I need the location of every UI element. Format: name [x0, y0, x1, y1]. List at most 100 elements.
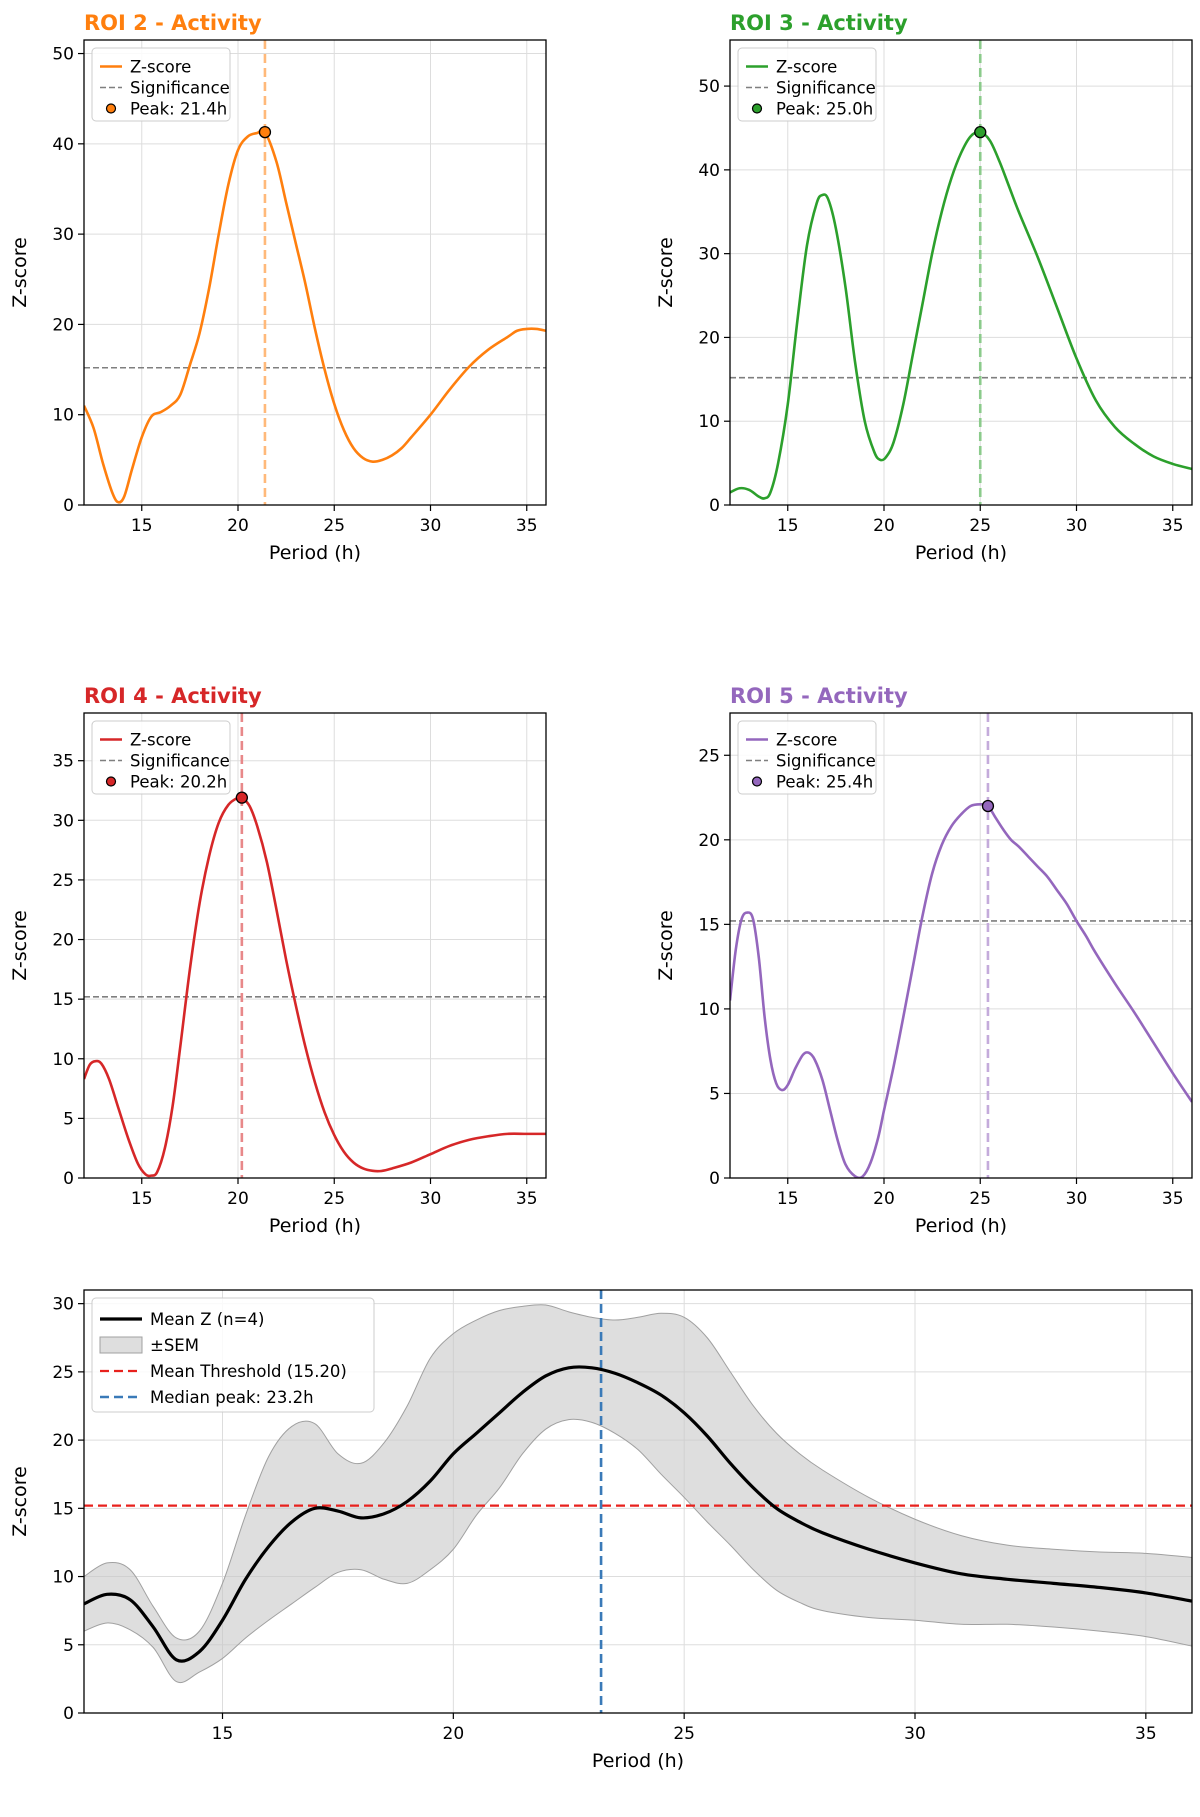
y-tick-label: 15 [52, 990, 74, 1010]
legend-label: Peak: 21.4h [130, 100, 227, 119]
x-tick-label: 30 [1066, 1189, 1088, 1209]
legend-swatch-peak [751, 103, 763, 114]
y-tick-label: 50 [698, 77, 720, 97]
chart-panel-3: 15 20 25 30 35 0 5 10 15 20 25 30 35 ROI 4 - Activity… [9, 684, 547, 1237]
y-tick-label: 5 [63, 1636, 74, 1656]
legend-label: Z-score [776, 731, 837, 750]
chart-title: ROI 2 - Activity [84, 11, 262, 35]
legend: Z-score Significance Peak: 20.2h [91, 720, 231, 795]
legend-box [91, 1297, 375, 1413]
legend-swatch-sem [99, 1336, 143, 1354]
sem-band [84, 1304, 1192, 1684]
legend-label: Z-score [776, 58, 837, 77]
y-tick-label: 0 [63, 496, 74, 516]
legend-label: ±SEM [150, 1336, 199, 1355]
peak-marker [974, 126, 987, 139]
plot-area [730, 40, 1192, 505]
y-tick-label: 10 [52, 1568, 74, 1588]
x-tick-label: 30 [420, 516, 442, 536]
legend-label: Significance [130, 752, 230, 771]
mean-z-line [84, 1365, 1192, 1663]
legend: Mean Z (n=4) ±SEM Mean Threshold (15.20) Me… [91, 1297, 375, 1413]
y-axis-label: Z-score [9, 237, 31, 308]
z-score-line [84, 128, 546, 504]
legend-label: Peak: 25.0h [776, 100, 873, 119]
y-tick-label: 25 [52, 871, 74, 891]
y-tick-label: 50 [52, 45, 74, 65]
chart-panel-2: 15 20 25 30 35 0 10 20 30 40 50 ROI 3 - Activity Per… [655, 11, 1193, 564]
y-tick-label: 15 [698, 915, 720, 935]
x-tick-label: 30 [420, 1189, 442, 1209]
peak-marker [235, 791, 249, 804]
y-tick-label: 0 [709, 496, 720, 516]
legend-swatch-peak [105, 776, 117, 787]
plot-area [730, 713, 1192, 1178]
x-tick-label: 15 [131, 516, 153, 536]
legend: Z-score Significance Peak: 25.4h [737, 720, 877, 795]
legend-label: Z-score [130, 731, 191, 750]
peak-marker [981, 799, 995, 813]
legend-swatch-peak [751, 776, 763, 787]
legend-box [91, 720, 231, 795]
x-axis-label: Period (h) [269, 542, 361, 564]
y-tick-label: 25 [698, 746, 720, 766]
x-axis-label: Period (h) [915, 542, 1007, 564]
y-tick-label: 30 [52, 811, 74, 831]
y-tick-label: 5 [63, 1109, 74, 1129]
y-tick-label: 0 [709, 1169, 720, 1189]
legend-label: Peak: 25.4h [776, 773, 873, 792]
x-tick-label: 30 [904, 1724, 926, 1744]
y-tick-label: 30 [698, 245, 720, 265]
plot-area [84, 713, 546, 1178]
x-tick-label: 25 [969, 1189, 991, 1209]
chart-panel-1: 15 20 25 30 35 0 10 20 30 40 50 ROI 2 - Activity Per… [9, 11, 547, 564]
y-axis-label: Z-score [655, 237, 677, 308]
y-tick-label: 10 [52, 1050, 74, 1070]
z-score-line [730, 802, 1192, 1178]
y-tick-label: 40 [698, 161, 720, 181]
y-tick-label: 20 [698, 328, 720, 348]
x-tick-label: 25 [323, 1189, 345, 1209]
y-tick-label: 0 [63, 1704, 74, 1724]
x-tick-label: 35 [1135, 1724, 1157, 1744]
x-tick-label: 35 [516, 516, 538, 536]
peak-marker [258, 125, 272, 139]
axes-frame [83, 1289, 1193, 1714]
x-tick-label: 35 [1162, 516, 1184, 536]
x-tick-label: 20 [443, 1724, 465, 1744]
legend-box [737, 720, 877, 795]
legend-label: Z-score [130, 58, 191, 77]
x-axis-label: Period (h) [592, 1750, 684, 1772]
chart-title: ROI 3 - Activity [730, 11, 908, 35]
legend: Z-score Significance Peak: 21.4h [91, 47, 231, 122]
z-score-line [730, 130, 1192, 500]
x-axis-label: Period (h) [915, 1215, 1007, 1237]
y-tick-label: 35 [52, 752, 74, 772]
axes-frame [729, 712, 1193, 1179]
x-tick-label: 15 [777, 1189, 799, 1209]
plot-area [84, 40, 546, 505]
chart-panel-5: 15 20 25 30 35 0 5 10 15 20 25 30 Period (h) Z-score M… [9, 1289, 1193, 1772]
chart-title: ROI 5 - Activity [730, 684, 908, 708]
legend: Z-score Significance Peak: 25.0h [737, 47, 877, 122]
y-axis-label: Z-score [9, 910, 31, 981]
x-tick-label: 15 [212, 1724, 234, 1744]
y-tick-label: 0 [63, 1169, 74, 1189]
y-tick-label: 20 [52, 1431, 74, 1451]
x-tick-label: 25 [673, 1724, 695, 1744]
y-tick-label: 25 [52, 1363, 74, 1383]
y-tick-label: 10 [698, 1000, 720, 1020]
plot-area [84, 1290, 1192, 1713]
y-tick-label: 10 [52, 406, 74, 426]
x-tick-label: 20 [873, 516, 895, 536]
y-tick-label: 5 [709, 1084, 720, 1104]
legend-swatch-peak [105, 103, 117, 114]
x-tick-label: 30 [1066, 516, 1088, 536]
legend-label: Peak: 20.2h [130, 773, 227, 792]
x-tick-label: 35 [1162, 1189, 1184, 1209]
y-tick-label: 15 [52, 1499, 74, 1519]
legend-label: Significance [130, 79, 230, 98]
y-tick-label: 30 [52, 1295, 74, 1315]
y-tick-label: 30 [52, 225, 74, 245]
